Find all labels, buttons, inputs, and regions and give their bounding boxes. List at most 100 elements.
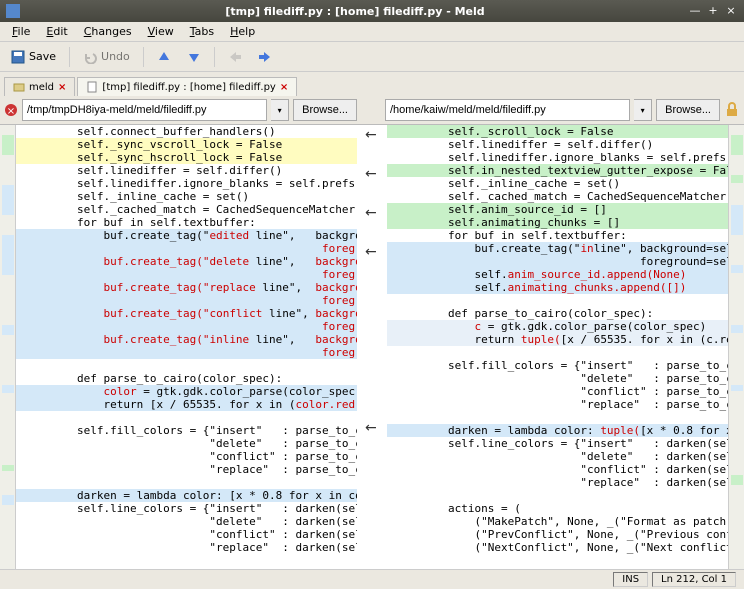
overview-mark[interactable] (2, 325, 14, 335)
menu-changes[interactable]: Changes (76, 23, 140, 40)
code-line[interactable]: buf.create_tag("replace line", backgroun (16, 281, 357, 294)
right-overview-gutter[interactable] (728, 125, 744, 569)
overview-mark[interactable] (2, 495, 14, 505)
right-pane[interactable]: self._scroll_lock = False self.linediffe… (387, 125, 728, 569)
code-line[interactable]: self.anim_source_id.append(None) (387, 268, 728, 281)
tab-filediff[interactable]: [tmp] filediff.py : [home] filediff.py × (77, 77, 297, 96)
code-line[interactable] (16, 411, 357, 424)
code-line[interactable]: "conflict" : darken(self. (16, 528, 357, 541)
code-line[interactable]: foregroun (16, 294, 357, 307)
code-line[interactable]: return tuple([x / 65535. for x in (c.red… (387, 333, 728, 346)
code-line[interactable]: buf.create_tag("conflict line", backgrou… (16, 307, 357, 320)
menu-edit[interactable]: Edit (38, 23, 75, 40)
code-line[interactable]: self.linediffer.ignore_blanks = self.pre… (387, 151, 728, 164)
merge-arrow-icon[interactable]: ← (365, 127, 377, 143)
lock-icon[interactable] (724, 102, 740, 118)
right-browse-button[interactable]: Browse... (656, 99, 720, 121)
code-line[interactable]: self.linediffer = self.differ() (387, 138, 728, 151)
code-line[interactable]: self.anim_source_id = [] (387, 203, 728, 216)
code-line[interactable]: "delete" : darken(self. (16, 515, 357, 528)
close-button[interactable]: × (724, 4, 738, 18)
code-line[interactable]: "delete" : darken(self. (387, 450, 728, 463)
code-line[interactable]: "conflict" : parse_to_cai (16, 450, 357, 463)
code-line[interactable]: self.connect_buffer_handlers() (16, 125, 357, 138)
push-left-button[interactable] (221, 46, 249, 68)
code-line[interactable]: self.fill_colors = {"insert" : parse_to_… (387, 359, 728, 372)
code-line[interactable]: self._sync_vscroll_lock = False (16, 138, 357, 151)
left-path-dropdown[interactable]: ▾ (271, 99, 289, 121)
code-line[interactable]: self.animating_chunks.append([]) (387, 281, 728, 294)
tab-meld[interactable]: meld × (4, 77, 75, 96)
tab-close-icon[interactable]: × (58, 82, 66, 93)
code-line[interactable]: for buf in self.textbuffer: (16, 216, 357, 229)
overview-mark[interactable] (2, 235, 14, 275)
next-change-button[interactable] (180, 46, 208, 68)
minimize-button[interactable]: — (688, 4, 702, 18)
save-button[interactable]: Save (4, 46, 63, 68)
code-line[interactable]: self._scroll_lock = False (387, 125, 728, 138)
code-line[interactable]: foreground=self. (387, 255, 728, 268)
code-line[interactable]: "replace" : parse_to_cai (16, 463, 357, 476)
code-line[interactable]: "conflict" : parse_to_cai (387, 385, 728, 398)
merge-arrow-icon[interactable]: ← (365, 205, 377, 221)
overview-mark[interactable] (731, 385, 743, 391)
code-line[interactable]: self.fill_colors = {"insert" : parse_to_… (16, 424, 357, 437)
code-line[interactable]: buf.create_tag("inline line", backgroun (16, 333, 357, 346)
merge-arrow-icon[interactable]: ← (365, 166, 377, 182)
code-line[interactable] (387, 411, 728, 424)
code-line[interactable]: actions = ( (387, 502, 728, 515)
right-path-input[interactable] (385, 99, 630, 121)
code-line[interactable] (387, 294, 728, 307)
overview-mark[interactable] (731, 265, 743, 273)
overview-mark[interactable] (2, 185, 14, 215)
code-line[interactable]: darken = lambda color: tuple([x * 0.8 fo… (387, 424, 728, 437)
code-line[interactable]: self.in_nested_textview_gutter_expose = … (387, 164, 728, 177)
code-line[interactable]: buf.create_tag("delete line", backgroun (16, 255, 357, 268)
code-line[interactable]: "replace" : darken(self. (16, 541, 357, 554)
code-line[interactable]: "replace" : darken(self. (387, 476, 728, 489)
code-line[interactable]: foregroun (16, 346, 357, 359)
menu-file[interactable]: File (4, 23, 38, 40)
overview-mark[interactable] (2, 135, 14, 155)
code-line[interactable] (387, 489, 728, 502)
code-line[interactable]: self.line_colors = {"insert" : darken(se… (387, 437, 728, 450)
code-line[interactable] (16, 476, 357, 489)
code-line[interactable]: foregroun (16, 242, 357, 255)
code-line[interactable]: def parse_to_cairo(color_spec): (387, 307, 728, 320)
overview-mark[interactable] (2, 385, 14, 393)
code-line[interactable]: self.linediffer = self.differ() (16, 164, 357, 177)
code-line[interactable] (387, 346, 728, 359)
code-line[interactable]: "delete" : parse_to_cai (16, 437, 357, 450)
overview-mark[interactable] (2, 465, 14, 471)
code-line[interactable]: buf.create_tag("edited line", backgroun (16, 229, 357, 242)
code-line[interactable]: ("MakePatch", None, _("Format as patch..… (387, 515, 728, 528)
right-path-dropdown[interactable]: ▾ (634, 99, 652, 121)
overview-mark[interactable] (731, 175, 743, 183)
code-line[interactable]: for buf in self.textbuffer: (387, 229, 728, 242)
code-line[interactable]: ("PrevConflict", None, _("Previous confl… (387, 528, 728, 541)
code-line[interactable]: "delete" : parse_to_cai (387, 372, 728, 385)
tab-close-icon[interactable]: × (280, 82, 288, 93)
left-browse-button[interactable]: Browse... (293, 99, 357, 121)
prev-change-button[interactable] (150, 46, 178, 68)
code-line[interactable]: self.animating_chunks = [] (387, 216, 728, 229)
maximize-button[interactable]: + (706, 4, 720, 18)
merge-arrow-icon[interactable]: ← (365, 244, 377, 260)
code-line[interactable]: self.line_colors = {"insert" : darken(se… (16, 502, 357, 515)
code-line[interactable]: darken = lambda color: [x * 0.8 for x in… (16, 489, 357, 502)
code-line[interactable]: self._inline_cache = set() (16, 190, 357, 203)
code-line[interactable]: def parse_to_cairo(color_spec): (16, 372, 357, 385)
code-line[interactable]: foregroun (16, 268, 357, 281)
code-line[interactable]: self._cached_match = CachedSequenceMatch… (387, 190, 728, 203)
overview-mark[interactable] (731, 205, 743, 235)
menu-tabs[interactable]: Tabs (182, 23, 222, 40)
code-line[interactable]: ("NextConflict", None, _("Next conflict"… (387, 541, 728, 554)
code-line[interactable]: self._cached_match = CachedSequenceMatch… (16, 203, 357, 216)
code-line[interactable]: self._inline_cache = set() (387, 177, 728, 190)
code-line[interactable]: buf.create_tag("inline", background=self… (387, 242, 728, 255)
menu-view[interactable]: View (140, 23, 182, 40)
left-pane[interactable]: self.connect_buffer_handlers() self._syn… (16, 125, 357, 569)
menu-help[interactable]: Help (222, 23, 263, 40)
code-line[interactable]: c = gtk.gdk.color_parse(color_spec) (387, 320, 728, 333)
code-line[interactable]: return [x / 65535. for x in (color.red, … (16, 398, 357, 411)
